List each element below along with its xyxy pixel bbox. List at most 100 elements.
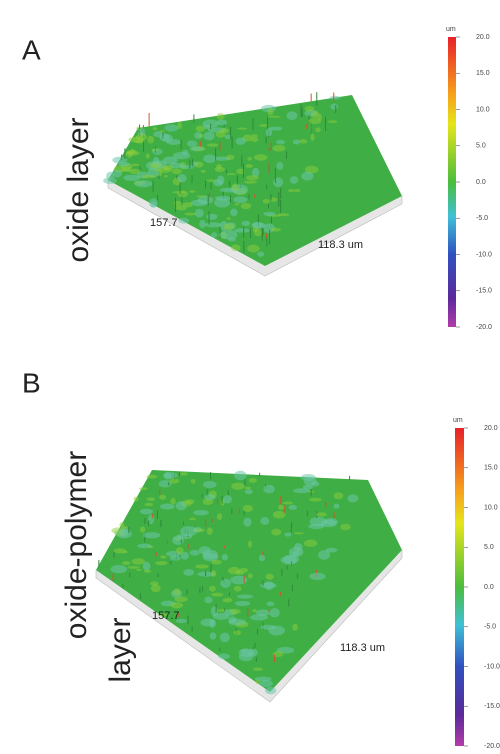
texture-spot (130, 163, 140, 167)
texture-spot (234, 228, 250, 233)
texture-spot (292, 551, 301, 556)
texture-spot (222, 597, 233, 603)
texture-spot (143, 569, 152, 573)
x-axis-label: 157.7 (150, 217, 178, 229)
colorbar-tick-label: -20.0 (476, 324, 492, 331)
texture-spot (158, 479, 172, 488)
texture-spot (131, 558, 145, 565)
colorbar (448, 37, 456, 327)
texture-spot (218, 653, 230, 660)
texture-spot (248, 540, 253, 548)
texture-spot (209, 618, 216, 629)
texture-spot (118, 161, 130, 167)
texture-spot (309, 572, 326, 581)
texture-spot (240, 648, 249, 653)
texture-spot (238, 652, 254, 662)
texture-spot (222, 495, 233, 504)
texture-spot (158, 613, 168, 617)
texture-spot (276, 162, 284, 170)
texture-spot (211, 592, 224, 597)
colorbar-tick-label: 0.0 (476, 179, 486, 186)
surface (108, 95, 402, 266)
texture-spot (121, 525, 128, 529)
texture-spot (175, 501, 187, 511)
texture-spot (169, 555, 181, 561)
texture-spot (253, 154, 268, 161)
texture-spot (130, 148, 135, 154)
texture-spot (163, 165, 174, 171)
texture-spot (162, 156, 178, 165)
texture-spot (258, 124, 269, 127)
texture-spot (219, 632, 230, 643)
texture-spot (193, 509, 209, 516)
texture-spot (198, 133, 204, 138)
texture-spot (194, 564, 209, 569)
texture-spot (260, 517, 270, 525)
texture-spot (252, 227, 258, 233)
texture-spot (159, 494, 167, 500)
texture-spot (189, 549, 200, 556)
texture-spot (210, 606, 219, 617)
texture-spot (310, 133, 315, 141)
colorbar-tick-label: 10.0 (476, 106, 490, 113)
texture-spot (315, 512, 328, 517)
texture-spot (188, 517, 196, 521)
texture-spot (190, 478, 196, 484)
texture-spot (223, 223, 235, 231)
texture-spot (171, 168, 183, 175)
texture-spot (110, 564, 128, 574)
texture-spot (276, 139, 286, 145)
texture-spot (325, 547, 338, 553)
texture-spot (226, 154, 235, 160)
texture-spot (132, 136, 145, 144)
texture-spot (203, 124, 213, 130)
texture-spot (233, 630, 242, 636)
texture-spot (234, 203, 240, 206)
texture-spot (234, 470, 247, 481)
y-axis-label: 118.3 um (340, 642, 385, 654)
texture-spot (252, 667, 263, 671)
texture-spot (240, 202, 252, 210)
texture-spot (204, 494, 216, 501)
texture-spot (288, 188, 295, 193)
texture-spot (245, 164, 253, 168)
texture-spot (174, 596, 188, 603)
texture-spot (175, 618, 188, 624)
texture-spot (141, 174, 156, 179)
texture-spot (230, 575, 248, 585)
texture-spot (340, 523, 351, 531)
texture-spot (304, 165, 319, 174)
texture-spot (216, 175, 225, 185)
texture-spot (264, 686, 277, 695)
colorbar-tick-label: 0.0 (484, 584, 494, 591)
texture-spot (273, 177, 284, 188)
colorbar-tick-label: -5.0 (484, 624, 496, 631)
texture-spot (137, 543, 152, 549)
texture-spot (247, 244, 260, 253)
colorbar (455, 428, 464, 746)
texture-spot (271, 528, 282, 536)
colorbar-tick-label: -10.0 (484, 663, 500, 670)
colorbar-unit: um (453, 417, 463, 424)
texture-spot (162, 134, 173, 143)
texture-spot (202, 480, 217, 489)
texture-spot (134, 180, 153, 188)
texture-spot (150, 584, 161, 593)
texture-spot (230, 244, 241, 252)
texture-spot (195, 125, 205, 132)
texture-spot (289, 176, 299, 184)
texture-spot (173, 588, 181, 596)
texture-spot (147, 135, 155, 144)
colorbar-tick-label: 5.0 (484, 544, 494, 551)
texture-spot (226, 173, 236, 176)
texture-spot (198, 546, 211, 555)
texture-spot (215, 131, 226, 138)
texture-spot (173, 200, 182, 207)
texture-spot (229, 608, 241, 615)
texture-spot (175, 205, 187, 211)
texture-spot (133, 496, 139, 502)
texture-spot (272, 651, 284, 658)
texture-spot (251, 167, 260, 178)
texture-spot (189, 190, 196, 193)
texture-spot (203, 154, 217, 164)
